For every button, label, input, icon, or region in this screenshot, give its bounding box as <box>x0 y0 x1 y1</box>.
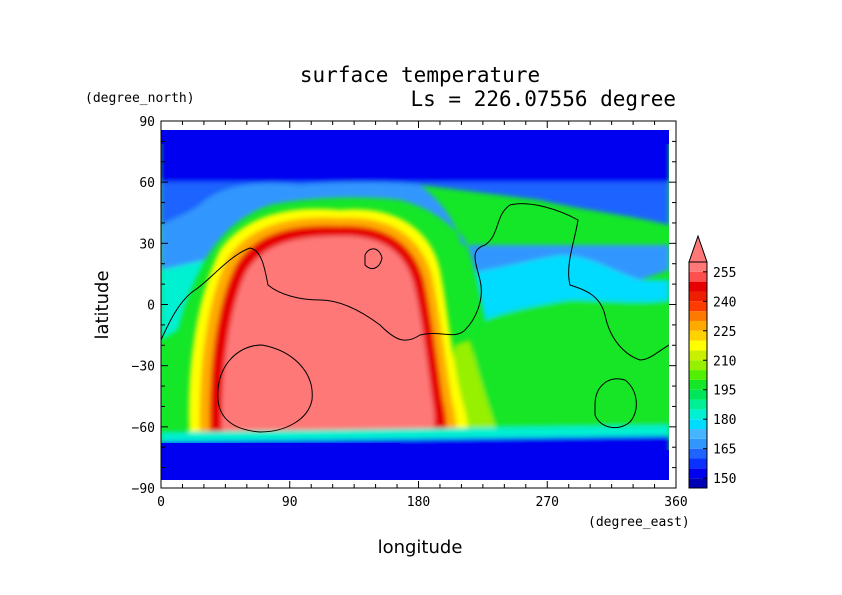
colorbar-tick-label: 225 <box>713 325 736 340</box>
heatmap-field <box>161 130 669 480</box>
y-axis: 90 60 30 0 −30 −60 −90 <box>132 115 676 497</box>
y-axis-label: latitude <box>92 270 113 339</box>
colorbar-tick-label: 255 <box>713 266 736 281</box>
colorbar-tick-label: 165 <box>713 443 736 458</box>
x-axis-label: longitude <box>378 537 463 558</box>
colorbar: 150 165 180 195 210 225 240 255 <box>688 234 736 489</box>
colorbar-swatch <box>689 340 707 351</box>
colorbar-swatch <box>689 419 707 430</box>
colorbar-swatch <box>689 301 707 312</box>
colorbar-extend-arrow <box>688 234 708 263</box>
x-unit-label: (degree_east) <box>588 515 690 530</box>
chart-subtitle: Ls = 226.07556 degree <box>410 87 676 111</box>
x-tick-label: 360 <box>664 495 687 510</box>
y-tick-label: 30 <box>139 237 155 252</box>
y-tick-label: −30 <box>132 360 155 375</box>
x-tick-label: 270 <box>536 495 559 510</box>
x-tick-label: 180 <box>407 495 430 510</box>
y-tick-label: 60 <box>139 176 155 191</box>
colorbar-swatch <box>689 360 707 371</box>
colorbar-swatch <box>689 330 707 341</box>
colorbar-swatch <box>689 409 707 420</box>
chart-title: surface temperature <box>300 63 540 87</box>
colorbar-swatch <box>689 429 707 439</box>
colorbar-swatch <box>689 379 707 390</box>
x-tick-label: 0 <box>157 495 165 510</box>
x-axis: 0 90 180 270 360 <box>157 121 688 510</box>
colorbar-swatch <box>689 458 707 469</box>
colorbar-swatch <box>689 448 707 459</box>
y-tick-label: −60 <box>132 421 155 436</box>
colorbar-swatch <box>689 311 707 321</box>
y-tick-label: −90 <box>132 482 155 497</box>
colorbar-swatch <box>689 281 707 292</box>
colorbar-tick-label: 195 <box>713 384 736 399</box>
colorbar-tick-label: 180 <box>713 413 736 428</box>
colorbar-swatch <box>689 370 707 380</box>
colorbar-swatch <box>689 291 707 302</box>
colorbar-tick-label: 150 <box>713 472 736 487</box>
colorbar-swatch <box>689 399 707 410</box>
topography-contours <box>161 203 669 433</box>
colorbar-swatch <box>689 262 707 272</box>
colorbar-swatch <box>689 438 707 449</box>
x-tick-label: 90 <box>282 495 298 510</box>
colorbar-swatch <box>689 350 707 361</box>
colorbar-swatch <box>689 389 707 400</box>
colorbar-tick-label: 240 <box>713 295 736 310</box>
colorbar-tick-label: 210 <box>713 354 736 369</box>
y-unit-label: (degree_north) <box>85 91 195 106</box>
y-tick-label: 0 <box>147 299 155 314</box>
colorbar-frame <box>688 261 708 489</box>
colorbar-swatch <box>689 468 707 479</box>
colorbar-swatch <box>689 478 707 488</box>
y-tick-label: 90 <box>139 115 155 130</box>
colorbar-swatch <box>689 271 707 282</box>
colorbar-swatch <box>689 320 707 331</box>
